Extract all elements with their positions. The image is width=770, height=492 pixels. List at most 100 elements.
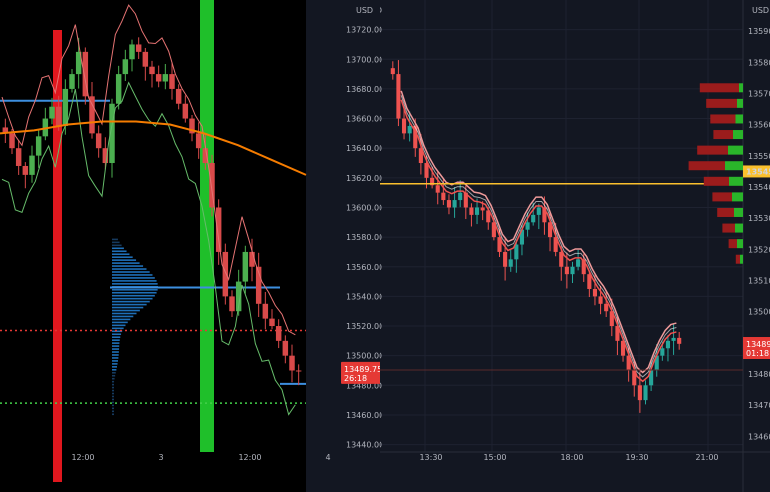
left-candle (9, 133, 15, 149)
left-candle (35, 136, 42, 156)
profile-bar (112, 374, 116, 377)
right-candle (474, 207, 480, 215)
right-candle (480, 207, 485, 211)
right-candle (390, 68, 395, 75)
edge-price-label: 13570.00 (748, 90, 770, 99)
left-price-label: 13660.00 (346, 115, 380, 124)
right-price-label: 13720.00 (380, 26, 382, 35)
edge-price-label: 13560.00 (748, 121, 770, 130)
profile-bar (112, 247, 124, 250)
right-candle (430, 177, 435, 186)
right-candle (418, 148, 423, 164)
left-candle (175, 88, 182, 104)
left-candle (115, 74, 122, 104)
profile-bar (112, 271, 150, 273)
profile-bar (112, 407, 114, 410)
right-candle (525, 222, 530, 230)
left-candle (282, 340, 289, 356)
profile-bar (112, 404, 114, 407)
profile-bar (112, 398, 114, 401)
right-candle (407, 125, 412, 134)
profile-bar (112, 268, 147, 270)
right-chart-canvas[interactable]: 13720.00 13700.00 13680.00 13660.00 13640.00… (380, 0, 770, 492)
profile-bar (112, 283, 158, 285)
left-candle (215, 207, 222, 252)
moving-average-line (0, 120, 307, 176)
left-candle (135, 44, 142, 52)
profile-sell-bar (717, 207, 734, 217)
right-candle (435, 185, 440, 193)
left-price-label: 13680.00 (346, 85, 380, 94)
right-price-label: 13680.00 (380, 85, 382, 94)
right-price-label: 13480.00 (380, 381, 382, 390)
profile-buy-bar (739, 83, 743, 93)
red-session-band (53, 30, 62, 482)
profile-bar (112, 253, 130, 256)
right-candle (660, 348, 665, 356)
left-candle (269, 318, 275, 327)
right-candle (396, 74, 401, 119)
profile-bar (112, 294, 155, 297)
profile-bar (112, 321, 128, 324)
profile-bar (112, 333, 122, 336)
edge-price-label: 13510.00 (748, 277, 770, 286)
left-chart-panel[interactable]: 13720.00 13700.00 13680.00 13660.00 13640.00… (0, 0, 380, 492)
right-candle (401, 118, 407, 134)
left-candle (102, 148, 109, 164)
right-price-label: 13560.00 (380, 263, 382, 272)
right-candle (497, 237, 502, 252)
left-candle (75, 51, 82, 75)
right-candle (514, 244, 519, 260)
profile-sell-bar (712, 192, 732, 202)
envelope-upper (400, 90, 677, 374)
left-candle (235, 281, 242, 312)
profile-bar (112, 265, 144, 267)
profile-sell-bar (706, 98, 737, 108)
right-price-label: 13520.00 (380, 322, 382, 331)
right-grid (380, 0, 743, 452)
green-session-band (200, 0, 214, 452)
profile-bar (112, 389, 114, 392)
left-candle (222, 251, 229, 297)
left-last-price-countdown: 26:18 (344, 374, 367, 383)
edge-price-label: 13460.00 (748, 432, 770, 441)
right-price-label: 13640.00 (380, 144, 382, 153)
left-price-label: 13600.00 (346, 203, 380, 212)
edge-price-label: 13550.00 (748, 152, 770, 161)
right-candle (643, 385, 648, 401)
right-candle (503, 251, 508, 267)
profile-bar (112, 357, 119, 359)
right-candle (553, 237, 558, 252)
left-candle (69, 74, 75, 89)
right-candle (446, 200, 452, 208)
right-candle (677, 337, 682, 344)
left-candle (142, 51, 149, 67)
left-price-label: 13520.00 (346, 322, 380, 331)
envelope-lower (400, 99, 677, 383)
profile-buy-bar (733, 130, 743, 140)
right-price-label: 13580.00 (380, 233, 382, 242)
high-envelope-line (1, 4, 296, 336)
profile-bar (112, 274, 153, 276)
profile-bar (112, 363, 118, 365)
profile-bar (112, 259, 137, 261)
right-chart-panel[interactable]: 13720.00 13700.00 13680.00 13660.00 13640.00… (380, 0, 770, 492)
edge-time-label: 21:00 (695, 453, 718, 462)
edge-price-label: 13480.00 (748, 370, 770, 379)
left-price-label: 13700.00 (346, 55, 380, 64)
right-candle (598, 296, 603, 304)
left-candle (255, 266, 262, 304)
left-chart-canvas[interactable]: 13720.00 13700.00 13680.00 13660.00 13640.00… (0, 0, 380, 492)
left-candle (109, 103, 115, 164)
left-candle (242, 251, 249, 282)
right-candle (626, 355, 631, 371)
left-candle (55, 106, 62, 126)
left-time-label: 3 (158, 453, 163, 462)
left-candle (189, 118, 195, 134)
profile-bar (112, 262, 140, 264)
left-candle (2, 127, 9, 134)
left-candle (295, 370, 302, 372)
edge-price-label: 13470.00 (748, 401, 770, 410)
profile-bar (112, 238, 118, 241)
profile-sell-bar (697, 145, 728, 155)
